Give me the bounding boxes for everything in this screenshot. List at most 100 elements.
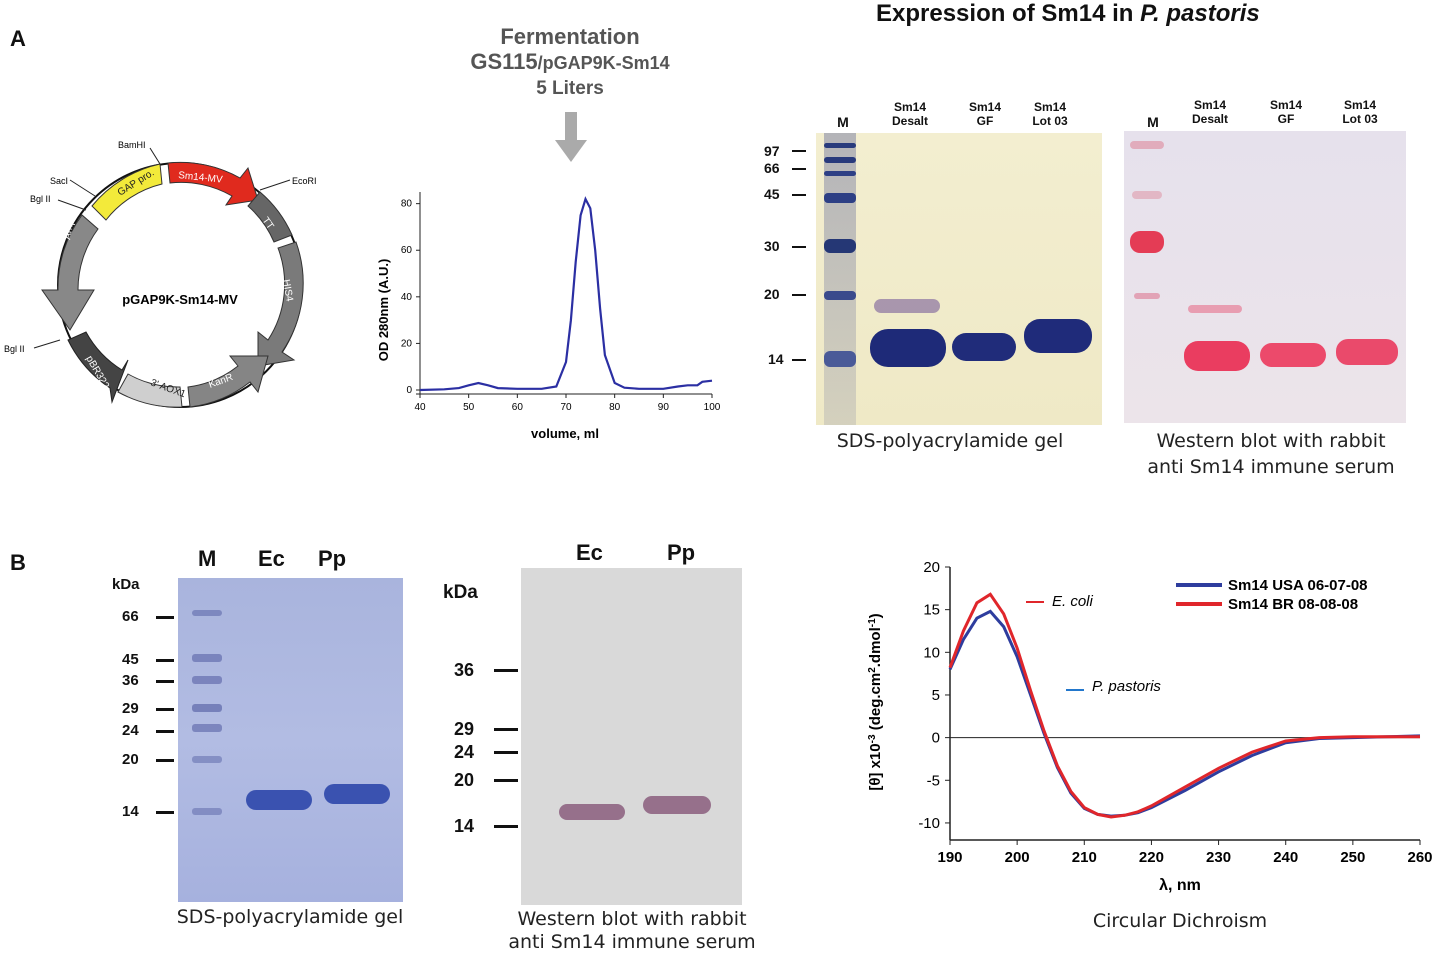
site-bglii-2: Bgl II — [4, 344, 25, 354]
gel-a-marker-band — [824, 171, 856, 176]
gel-a-marker-band — [824, 157, 856, 163]
gel-b-tick — [156, 759, 174, 762]
cd-y-tick-label: -10 — [918, 815, 940, 832]
gel-a-lot03-band — [1024, 319, 1092, 353]
wb-a-lane-1-label: Sm14 Desalt — [1191, 98, 1229, 126]
wb-a-lot03-band — [1336, 339, 1398, 365]
wb-a-desalt-band — [1184, 341, 1250, 371]
cd-x-tick-label: 220 — [1139, 849, 1164, 866]
cd-caption: Circular Dichroism — [1092, 910, 1268, 932]
gel-b-lane-ec: Ec — [258, 546, 285, 571]
gel-b-marker-band — [192, 654, 222, 662]
western-blot-a — [1124, 131, 1406, 423]
chromatogram-trace — [419, 196, 713, 392]
gel-b-tick — [156, 730, 174, 733]
gel-a-marker-band — [824, 291, 856, 300]
cd-y-tick-label: 5 — [932, 687, 940, 704]
sm14-label: Sm14-MV — [178, 170, 224, 186]
gel-a-mw-30: 30 — [764, 238, 780, 254]
chromatogram-y-tick-label: 60 — [401, 245, 413, 256]
wb-a-caption: Western blot with rabbit anti Sm14 immun… — [1116, 428, 1426, 480]
gel-b-unit: kDa — [112, 576, 140, 593]
gel-a-mw-66: 66 — [764, 160, 780, 176]
gel-b-lane-m: M — [198, 546, 217, 571]
gel-a-lane-1-label: Sm14 Desalt — [891, 100, 929, 128]
gel-a-lane-3-label: Sm14 Lot 03 — [1032, 100, 1068, 128]
chromatogram-x-tick-label: 90 — [658, 402, 670, 413]
ampr-label: AmpR — [62, 211, 78, 240]
cd-x-tick-label: 250 — [1340, 849, 1365, 866]
ampr-feature — [41, 214, 99, 331]
gel-a-tick — [792, 294, 806, 296]
cd-xlabel: λ, nm — [1159, 877, 1201, 894]
gel-b-mw-20: 20 — [122, 751, 139, 768]
chromatogram-x-tick-label: 60 — [512, 402, 524, 413]
cd-chart: 190 200 210 220 230 240 250 260 20 15 10 5 0 -5 -10 Sm… — [867, 559, 1433, 894]
fermentation-header: Fermentation GS115/pGAP9K-Sm14 5 Liters — [420, 24, 720, 101]
fermentation-vector: /pGAP9K-Sm14 — [537, 53, 670, 73]
down-arrow-icon — [555, 112, 587, 162]
gel-b-mw-14: 14 — [122, 803, 139, 820]
wb-a-lane-3-label: Sm14 Lot 03 — [1342, 98, 1378, 126]
panel-b-label: B — [10, 550, 26, 575]
pbr322-feature — [67, 331, 129, 404]
gel-b-mw-24: 24 — [122, 722, 139, 739]
cd-x-tick-label: 210 — [1072, 849, 1097, 866]
fermentation-strain-line: GS115/pGAP9K-Sm14 — [420, 49, 720, 76]
gel-a-gf-band — [952, 333, 1016, 361]
gel-a-mw-45: 45 — [764, 186, 780, 202]
cd-x-tick-label: 200 — [1005, 849, 1030, 866]
cd-y-tick-label: -5 — [927, 772, 940, 789]
gel-a-mw-97: 97 — [764, 143, 780, 159]
gel-b-marker-band — [192, 704, 222, 712]
cd-x-tick-label: 230 — [1206, 849, 1231, 866]
gel-a-desalt-band — [870, 329, 946, 367]
chromatogram-x-tick-label: 70 — [560, 402, 572, 413]
gel-b-mw-45: 45 — [122, 651, 139, 668]
gel-b-lane-pp: Pp — [318, 546, 347, 571]
gel-b-tick — [156, 680, 174, 683]
wb-b-mw-29: 29 — [454, 719, 475, 739]
wb-b-mw-20: 20 — [454, 770, 475, 790]
gel-a-tick — [792, 168, 806, 170]
cd-x-tick-label: 240 — [1273, 849, 1298, 866]
sds-gel-a — [816, 133, 1102, 425]
gel-a-mw-20: 20 — [764, 286, 780, 302]
gel-a-marker-band — [824, 239, 856, 253]
aox1-feature — [117, 373, 183, 408]
gel-a-tick — [792, 246, 806, 248]
fermentation-volume: 5 Liters — [536, 78, 604, 99]
ppastoris-annotation: P. pastoris — [1092, 678, 1161, 695]
cd-series-br — [948, 592, 1420, 819]
gel-b-marker-band — [192, 724, 222, 732]
chromatogram-xlabel: volume, ml — [531, 426, 599, 441]
gel-a-lane-2-label: Sm14 GF — [968, 100, 1002, 128]
wb-b-ec-band — [559, 804, 625, 820]
cd-y-tick-label: 20 — [923, 559, 940, 576]
wb-b-lane-ec: Ec — [576, 540, 603, 565]
chromatogram-x-tick-label: 100 — [704, 402, 721, 413]
gel-a-tick — [792, 150, 806, 152]
wb-a-lane-2-label: Sm14 GF — [1269, 98, 1303, 126]
wb-b-tick — [494, 751, 518, 754]
wb-b-mw-24: 24 — [454, 742, 475, 762]
legend-label-usa: Sm14 USA 06-07-08 — [1228, 577, 1368, 594]
gel-b-tick — [156, 708, 174, 711]
tt-feature — [247, 191, 293, 243]
wb-a-marker-band — [1132, 191, 1162, 199]
cd-ylabel: [θ] x10-3 (deg.cm2.dmol-1) — [867, 613, 885, 790]
wb-b-mw-14: 14 — [454, 816, 475, 836]
gel-a-mw-14: 14 — [768, 351, 784, 367]
fermentation-strain: GS115 — [470, 49, 538, 74]
cd-x-tick-label: 190 — [937, 849, 962, 866]
wb-a-marker-band — [1134, 293, 1160, 299]
panel-a-label: A — [10, 26, 26, 51]
chromatogram-x-tick-label: 40 — [414, 402, 426, 413]
ecoli-annotation: E. coli — [1052, 593, 1094, 610]
figure-title-organism: P. pastoris — [1140, 0, 1260, 27]
gel-b-marker-band — [192, 676, 222, 684]
gel-b-ec-band — [246, 790, 312, 810]
gel-b-tick — [156, 811, 174, 814]
gel-a-tick — [792, 194, 806, 196]
gel-b-mw-66: 66 — [122, 608, 139, 625]
